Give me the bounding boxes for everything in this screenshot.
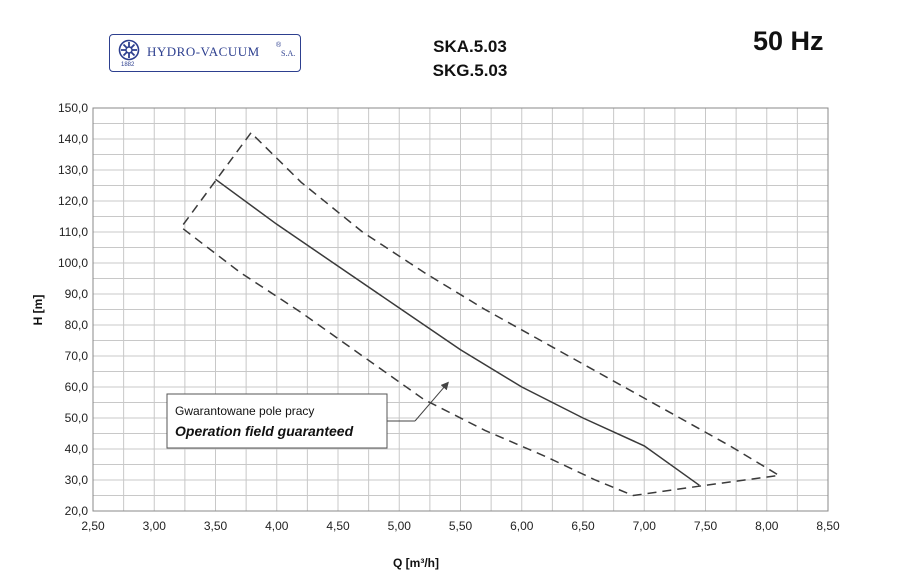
x-tick-label: 5,00 <box>388 519 412 533</box>
x-tick-label: 7,00 <box>633 519 657 533</box>
operating-field-boundary <box>180 132 782 497</box>
x-tick-label: 2,50 <box>81 519 105 533</box>
hydro-vacuum-logo: HYDRO-VACUUM ® S.A. 1882 <box>109 34 301 72</box>
annotation-arrow <box>414 381 449 422</box>
y-tick-label: 40,0 <box>65 442 89 456</box>
axis-ticks: 2,50 3,00 3,50 4,00 4,50 5,00 5,50 6,00 6,50 7,00… <box>58 101 840 533</box>
x-tick-label: 7,50 <box>694 519 718 533</box>
y-tick-label: 20,0 <box>65 504 89 518</box>
y-tick-label: 60,0 <box>65 380 89 394</box>
annotation-text-en: Operation field guaranteed <box>175 423 354 439</box>
x-tick-label: 3,00 <box>143 519 167 533</box>
y-tick-label: 50,0 <box>65 411 89 425</box>
brand-suffix: S.A. <box>281 49 296 58</box>
chart-grid <box>92 107 829 512</box>
company-emblem-icon <box>118 39 140 61</box>
y-tick-label: 100,0 <box>58 256 88 270</box>
model-name-1: SKA.5.03 <box>433 37 507 56</box>
annotation-text-pl: Gwarantowane pole pracy <box>175 404 314 418</box>
y-tick-label: 110,0 <box>59 225 88 239</box>
x-tick-label: 6,50 <box>571 519 595 533</box>
y-axis-label: H [m] <box>31 295 45 326</box>
brand-year: 1882 <box>121 62 135 68</box>
y-tick-label: 130,0 <box>58 163 88 177</box>
x-tick-label: 8,50 <box>816 519 840 533</box>
x-tick-label: 3,50 <box>204 519 228 533</box>
y-tick-label: 70,0 <box>65 349 89 363</box>
brand-name: HYDRO-VACUUM <box>147 44 260 59</box>
x-axis-label: Q [m³/h] <box>393 556 439 570</box>
x-tick-label: 5,50 <box>449 519 473 533</box>
frequency-label: 50 Hz <box>753 26 824 56</box>
y-tick-label: 150,0 <box>58 101 88 115</box>
x-tick-label: 4,50 <box>326 519 350 533</box>
annotation-box <box>166 393 388 449</box>
chart-series <box>180 132 782 497</box>
x-tick-label: 8,00 <box>755 519 779 533</box>
x-tick-label: 4,00 <box>265 519 289 533</box>
x-tick-label: 6,00 <box>510 519 534 533</box>
y-tick-label: 120,0 <box>58 194 88 208</box>
y-tick-label: 140,0 <box>58 132 88 146</box>
pump-curve-line <box>215 178 700 486</box>
y-tick-label: 90,0 <box>65 287 89 301</box>
y-tick-label: 30,0 <box>65 473 89 487</box>
model-name-2: SKG.5.03 <box>432 61 508 80</box>
y-tick-label: 80,0 <box>65 318 89 332</box>
plot-frame <box>92 107 829 512</box>
registered-mark-icon: ® <box>276 42 282 49</box>
